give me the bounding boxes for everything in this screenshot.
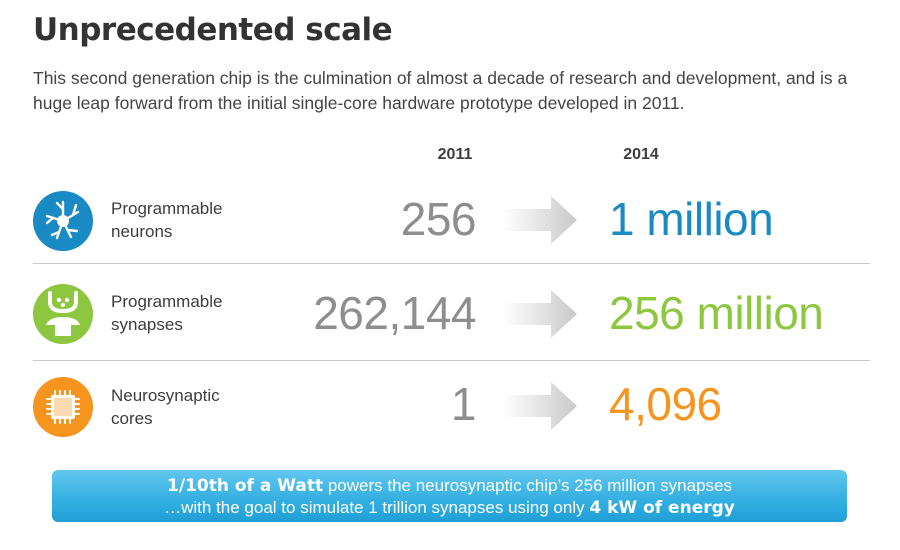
value-2014-synapses: 256 million: [609, 287, 824, 339]
row-label-line2: neurons: [111, 222, 173, 241]
neuron-icon: [33, 191, 93, 251]
value-2011-neurons: 256: [400, 193, 477, 245]
right-arrow-icon: [503, 286, 579, 342]
row-label-line1: Programmable: [111, 199, 223, 218]
value-2014-neurons: 1 million: [609, 193, 774, 245]
banner-highlight-energy: 4 kW of energy: [589, 498, 735, 518]
row-label-line1: Programmable: [111, 292, 223, 311]
comparison-row-neurons: Programmable neurons 256 1 million: [0, 172, 900, 268]
value-2014-cores: 4,096: [609, 378, 722, 430]
page-title: Unprecedented scale: [33, 12, 393, 48]
banner-text-2: …with the goal to simulate 1 trillion sy…: [164, 498, 590, 517]
row-label-cores: Neurosynaptic cores: [111, 384, 220, 430]
row-divider: [33, 263, 870, 264]
value-2011-synapses: 262,144: [313, 287, 476, 339]
row-label-line1: Neurosynaptic: [111, 386, 220, 405]
banner-line-1: 1/10th of a Watt powers the neurosynapti…: [52, 475, 847, 497]
page-subtitle: This second generation chip is the culmi…: [33, 68, 848, 113]
row-label-synapses: Programmable synapses: [111, 290, 223, 336]
row-divider: [33, 360, 870, 361]
comparison-row-synapses: Programmable synapses 262,144 256 millio…: [0, 266, 900, 362]
banner-line-2: …with the goal to simulate 1 trillion sy…: [52, 497, 847, 519]
banner-highlight-watt: 1/10th of a Watt: [167, 476, 324, 496]
banner-text-1: powers the neurosynaptic chip’s 256 mill…: [323, 476, 732, 495]
right-arrow-icon: [503, 192, 579, 248]
row-label-neurons: Programmable neurons: [111, 197, 223, 243]
comparison-row-cores: Neurosynaptic cores 1 4,096: [0, 362, 900, 458]
row-label-line2: synapses: [111, 315, 183, 334]
chip-icon: [33, 377, 93, 437]
right-arrow-icon: [503, 378, 579, 434]
column-header-2011: 2011: [437, 146, 473, 163]
energy-banner: 1/10th of a Watt powers the neurosynapti…: [52, 470, 847, 522]
synapse-icon: [33, 284, 93, 344]
row-label-line2: cores: [111, 409, 153, 428]
value-2011-cores: 1: [450, 378, 477, 430]
column-header-2014: 2014: [623, 146, 659, 163]
